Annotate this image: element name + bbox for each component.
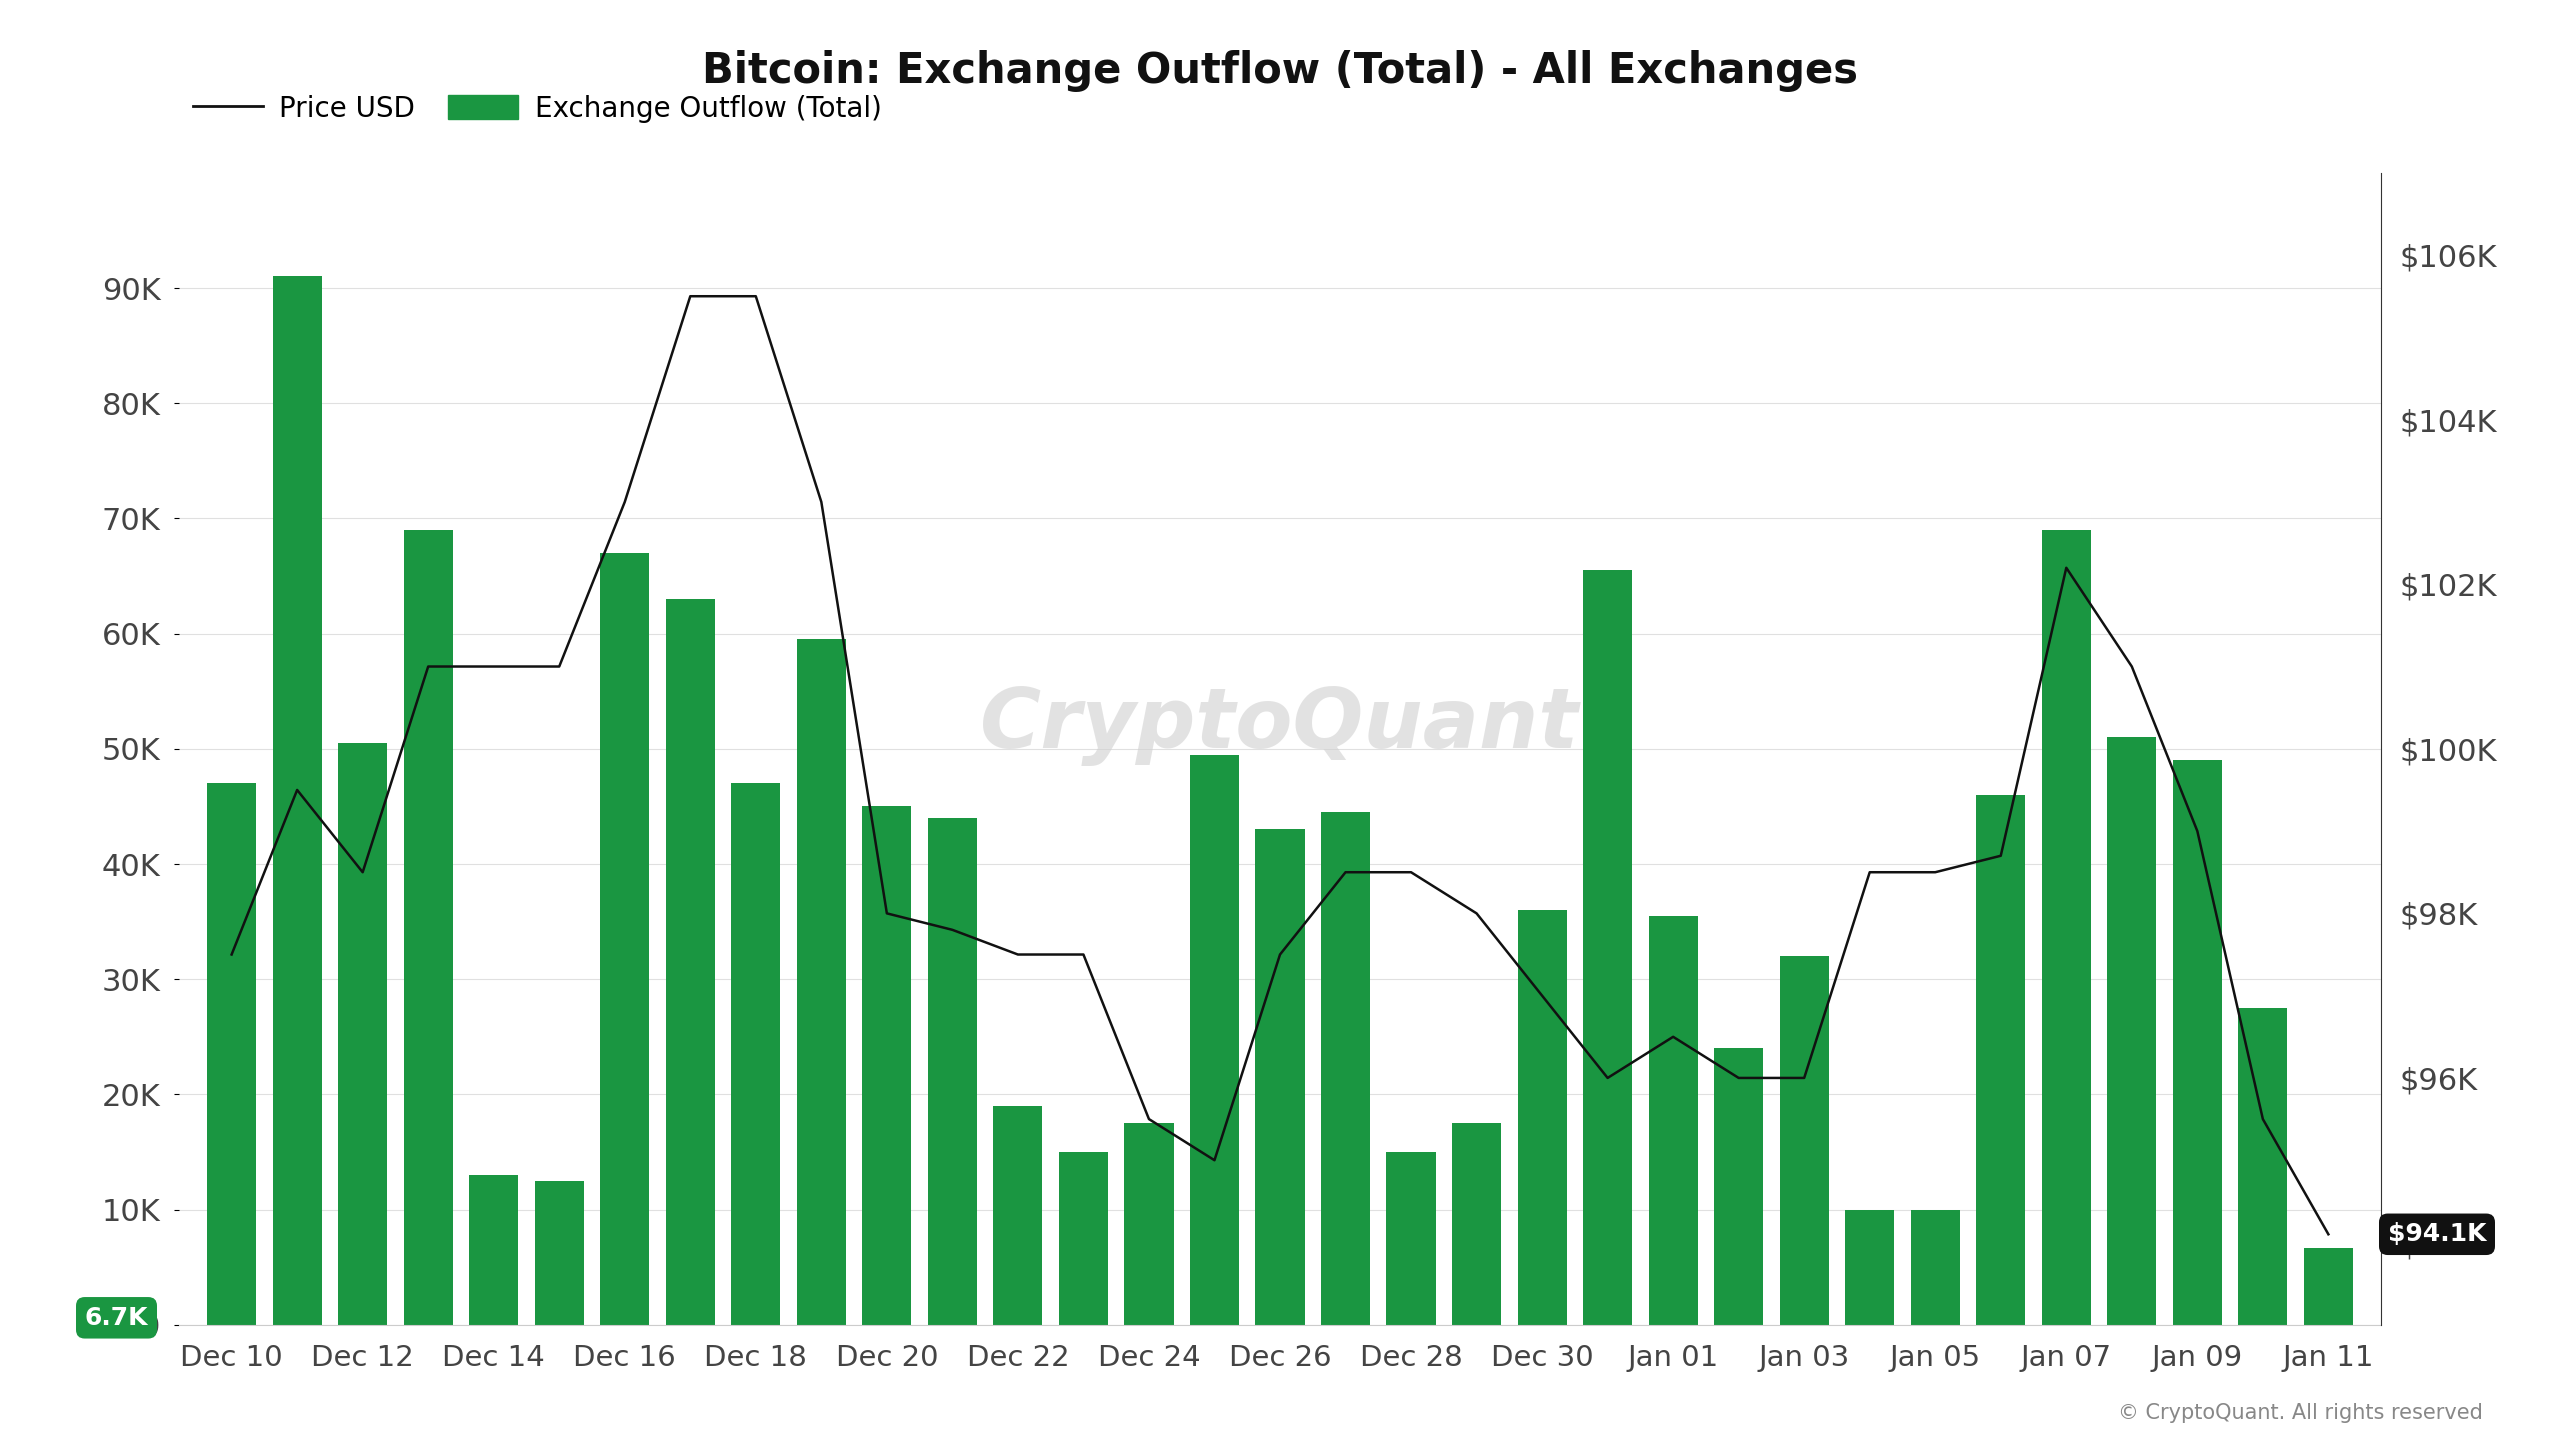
Bar [1582,570,1633,1325]
Legend: Price USD, Exchange Outflow (Total): Price USD, Exchange Outflow (Total) [192,95,881,122]
Bar [207,783,256,1325]
Bar [1124,1123,1172,1325]
Text: $94.1K: $94.1K [2388,1223,2486,1246]
Bar [1649,916,1697,1325]
Bar [796,639,845,1325]
Bar [468,1175,517,1325]
Bar [599,553,650,1325]
Bar [666,599,714,1325]
Bar [1321,812,1370,1325]
Bar [1715,1048,1764,1325]
Bar [2043,530,2092,1325]
Bar [1190,755,1239,1325]
Bar [1976,795,2025,1325]
Bar [732,783,781,1325]
Bar [2304,1247,2353,1325]
Bar [535,1181,584,1325]
Bar [1779,956,1828,1325]
Bar [1518,910,1567,1325]
Bar [1254,829,1306,1325]
Text: CryptoQuant: CryptoQuant [980,685,1580,766]
Bar [993,1106,1042,1325]
Bar [1388,1152,1436,1325]
Text: © CryptoQuant. All rights reserved: © CryptoQuant. All rights reserved [2117,1403,2483,1423]
Text: 6.7K: 6.7K [84,1306,148,1329]
Bar [1846,1210,1894,1325]
Bar [927,818,978,1325]
Bar [2237,1008,2289,1325]
Bar [338,743,387,1325]
Bar [863,806,911,1325]
Bar [1060,1152,1108,1325]
Bar [1910,1210,1961,1325]
Bar [2173,760,2222,1325]
Text: Bitcoin: Exchange Outflow (Total) - All Exchanges: Bitcoin: Exchange Outflow (Total) - All … [701,50,1859,92]
Bar [271,276,323,1325]
Bar [1452,1123,1500,1325]
Bar [404,530,453,1325]
Bar [2107,737,2156,1325]
